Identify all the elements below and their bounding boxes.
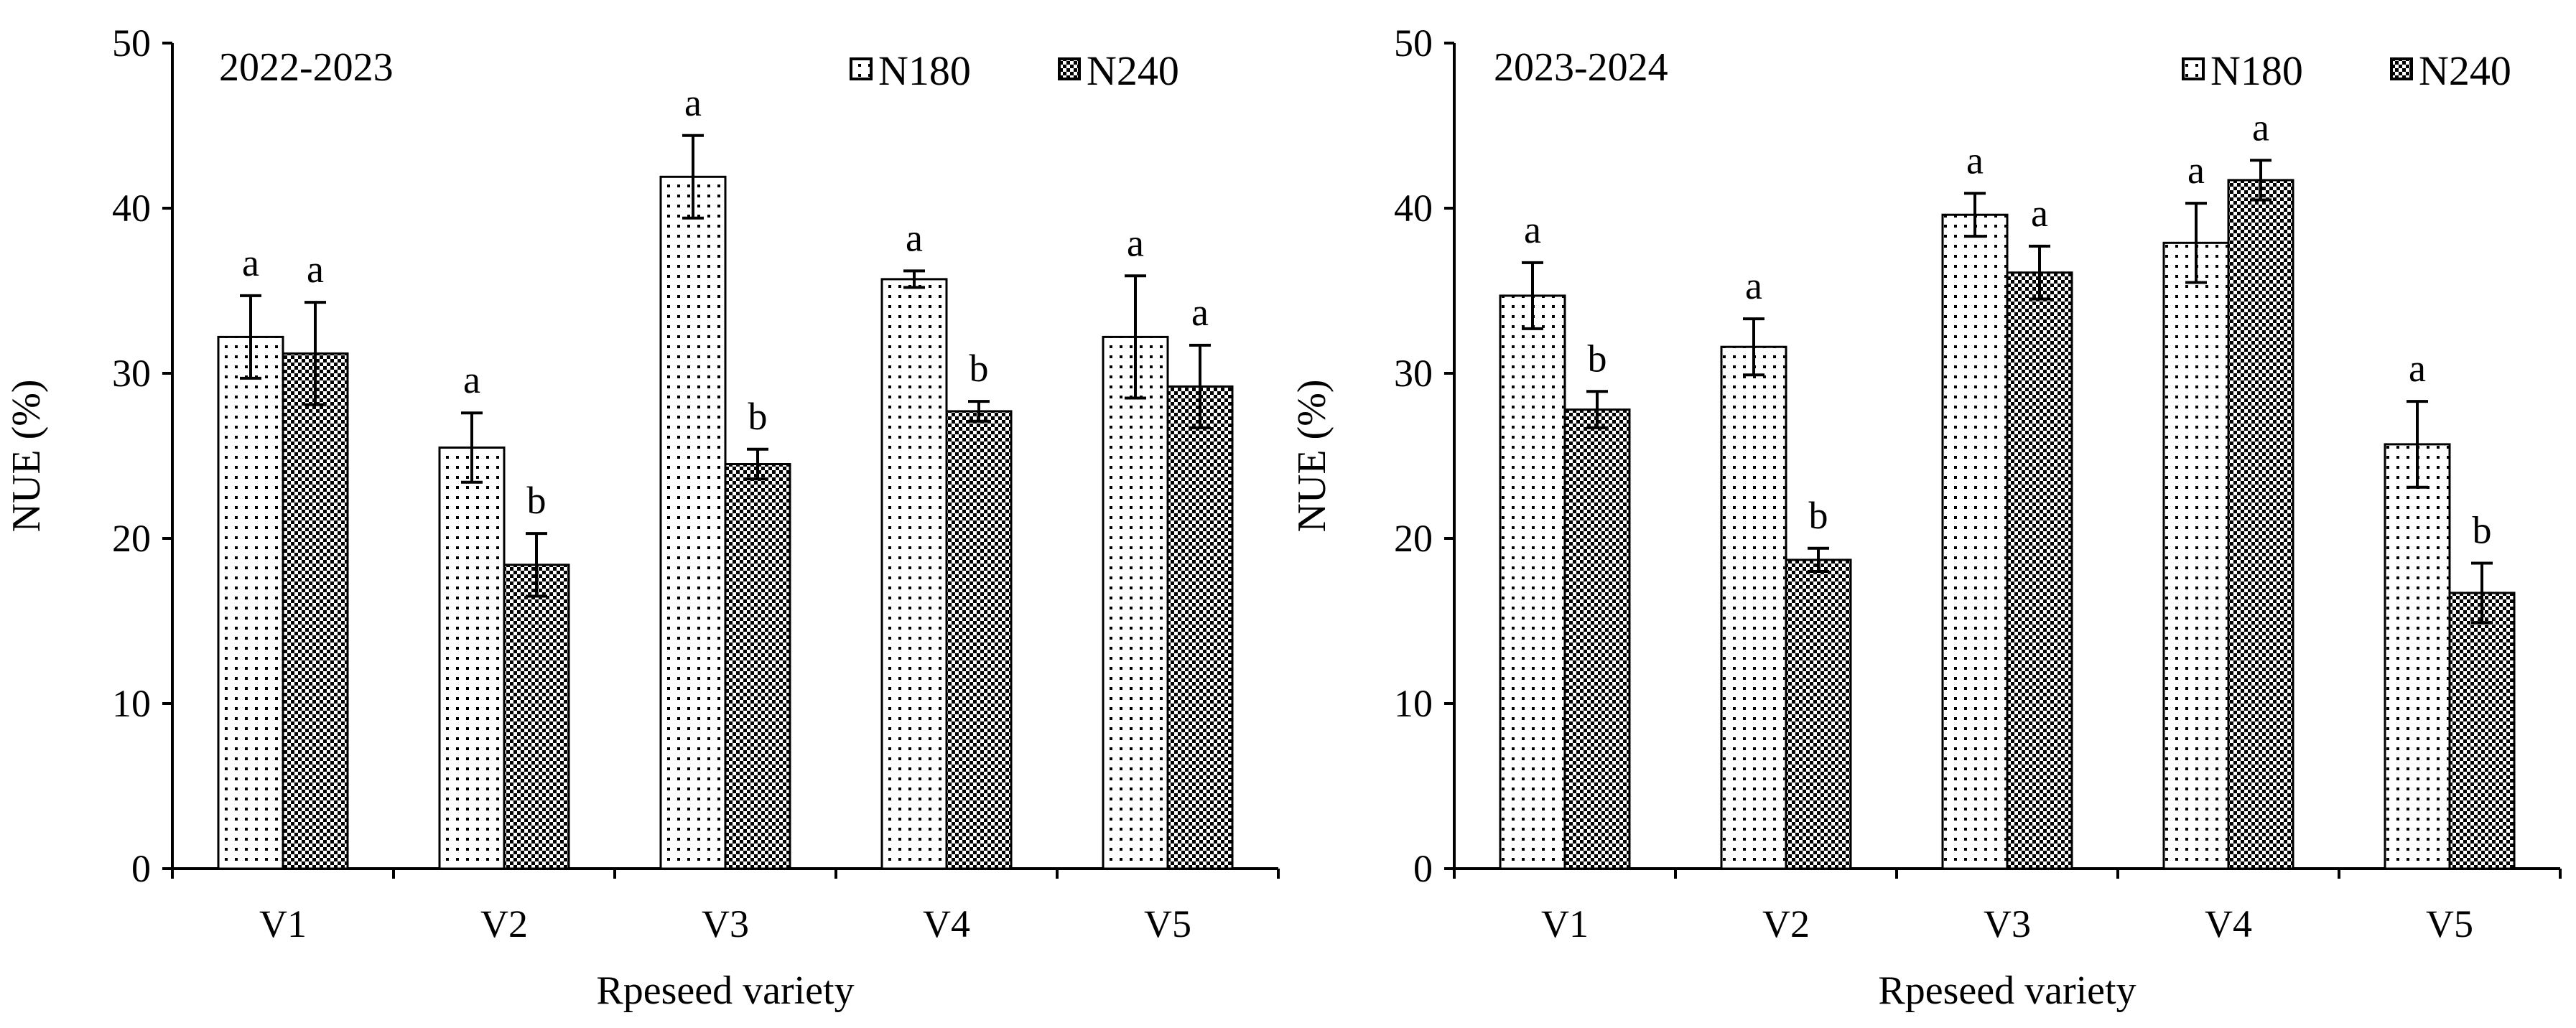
legend-swatch-n180 [2182, 57, 2205, 80]
bar-n240-v4 [945, 410, 1013, 870]
significance-label: a [2031, 192, 2048, 235]
bar-n180-v4 [880, 278, 948, 870]
x-tick-label: V4 [2205, 902, 2252, 945]
significance-label: b [2473, 509, 2492, 552]
legend-label-n180: N180 [2210, 47, 2303, 94]
bar-n240-v3 [2006, 271, 2073, 870]
significance-label: b [970, 347, 989, 390]
significance-label: a [906, 216, 923, 259]
bar-n180-v5 [1102, 335, 1169, 870]
legend-label-n240: N240 [1087, 47, 1179, 94]
chart-panel-2: 0 10 20 30 40 50 NUE (%) V1 a b V2 a b V3 a a V4 a a V5 a b Rp… [1290, 22, 2562, 1013]
x-tick-label: V1 [259, 902, 307, 945]
significance-label: b [527, 479, 547, 522]
bar-n180-v4 [2162, 241, 2230, 870]
significance-label: a [2409, 347, 2426, 390]
significance-label: a [463, 358, 480, 401]
y-tick-label: 40 [1394, 187, 1433, 230]
bar-n180-v1 [1499, 294, 1566, 870]
bar-n180-v3 [1941, 213, 2009, 870]
x-tick-label: V5 [2426, 902, 2473, 945]
chart-panel-1: 0 10 20 30 40 50 NUE (%) V1 a a V2 a b V3 a b V4 a b V5 a a Rp… [4, 22, 1280, 1013]
y-tick-label: 20 [1394, 517, 1433, 560]
x-axis-title: Rpeseed variety [1878, 968, 2136, 1013]
bar-n180-v3 [659, 175, 727, 870]
y-tick-label: 30 [1394, 352, 1433, 395]
bar-n180-v2 [438, 447, 506, 870]
legend-label-n180: N180 [878, 47, 971, 94]
significance-label: a [684, 81, 702, 124]
panel-title: 2023-2024 [1494, 45, 1668, 90]
legend-swatch-n240 [2390, 57, 2413, 80]
significance-label: a [1191, 291, 1209, 334]
significance-label: a [2252, 106, 2269, 149]
significance-label: a [2187, 149, 2205, 192]
x-tick-label: V4 [923, 902, 970, 945]
bar-n240-v4 [2227, 179, 2294, 870]
legend-swatch-n240 [1058, 57, 1081, 80]
bar-n240-v2 [1785, 559, 1852, 870]
x-tick-label: V2 [480, 902, 528, 945]
x-axis-title: Rpeseed variety [596, 968, 854, 1013]
y-tick-label: 50 [112, 22, 151, 65]
y-tick-label: 10 [112, 682, 151, 725]
bar-n240-v2 [503, 564, 570, 870]
bar-n240-v5 [2448, 592, 2516, 870]
bar-n180-v1 [217, 335, 284, 870]
y-tick-label: 0 [1413, 847, 1433, 890]
x-tick-label: V1 [1541, 902, 1589, 945]
x-tick-label: V5 [1144, 902, 1191, 945]
y-axis-title: NUE (%) [1290, 379, 1334, 532]
bar-n180-v2 [1720, 345, 1787, 870]
significance-label: b [1588, 337, 1607, 380]
bar-n180-v5 [2384, 443, 2451, 870]
significance-label: b [748, 395, 768, 438]
bar-n240-v1 [1563, 408, 1631, 870]
y-tick-label: 40 [112, 187, 151, 230]
legend-swatch-n180 [850, 57, 873, 80]
bar-n240-v5 [1166, 385, 1234, 870]
panel-title: 2022-2023 [219, 45, 394, 90]
y-axis-title: NUE (%) [4, 379, 49, 532]
y-tick-label: 50 [1394, 22, 1433, 65]
x-tick-label: V3 [1984, 902, 2031, 945]
y-tick-label: 20 [112, 517, 151, 560]
x-tick-label: V3 [702, 902, 749, 945]
significance-label: a [307, 248, 324, 291]
bar-n240-v1 [282, 352, 349, 870]
x-tick-label: V2 [1762, 902, 1810, 945]
y-tick-label: 30 [112, 352, 151, 395]
significance-label: a [1524, 208, 1541, 251]
y-tick-label: 10 [1394, 682, 1433, 725]
y-tick-label: 0 [131, 847, 151, 890]
significance-label: a [242, 241, 259, 284]
significance-label: a [1966, 139, 1984, 182]
bar-n240-v3 [724, 463, 791, 870]
significance-label: a [1745, 264, 1762, 307]
significance-label: a [1127, 221, 1144, 264]
legend-label-n240: N240 [2419, 47, 2511, 94]
significance-label: b [1809, 494, 1828, 537]
